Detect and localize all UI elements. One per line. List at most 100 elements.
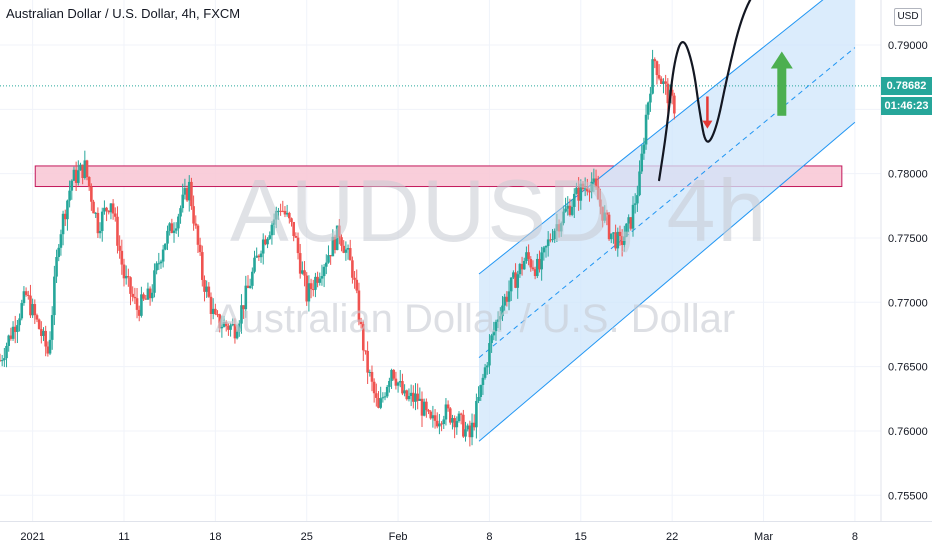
candle-body — [499, 316, 502, 320]
candle-body — [201, 252, 204, 280]
candle-body — [631, 204, 635, 229]
candle-body — [440, 423, 443, 425]
candle-body — [205, 286, 208, 292]
time-tick-label: 15 — [575, 531, 587, 543]
price-tick-label: 0.77500 — [888, 233, 928, 245]
candle-body — [157, 263, 161, 265]
candle-body — [327, 255, 330, 263]
candle-body — [59, 234, 63, 248]
time-tick-label: 2021 — [20, 531, 44, 543]
candle-body — [274, 210, 278, 220]
candle-body — [636, 195, 639, 204]
time-axis[interactable]: 2021 11 18 25 Feb 8 15 22 Mar 8 — [20, 531, 858, 543]
price-tick-label: 0.77000 — [888, 297, 928, 309]
candle-body — [231, 324, 235, 326]
candle-body — [377, 397, 380, 408]
candle-body — [155, 263, 158, 271]
candle-body — [83, 160, 87, 178]
candle-body — [268, 235, 272, 239]
candle-body — [355, 279, 359, 291]
candle-body — [227, 325, 230, 330]
candle-body — [507, 291, 511, 302]
candle-body — [107, 210, 111, 213]
candle-body — [468, 425, 472, 438]
candle-body — [50, 315, 54, 340]
candle-body — [318, 278, 322, 283]
candle-body — [133, 296, 137, 299]
candle-body — [429, 411, 433, 419]
candle-body — [642, 144, 646, 154]
candle-body — [477, 396, 480, 401]
candle-body — [422, 401, 426, 416]
symbol-watermark: AUDUSD, 4h — [230, 161, 769, 260]
candle-body — [96, 212, 100, 234]
candle-body — [42, 330, 45, 336]
channel-lower-line — [478, 121, 856, 442]
candle-body — [496, 319, 500, 322]
candle-body — [137, 309, 141, 316]
candle-body — [237, 323, 241, 332]
candle-body — [187, 181, 191, 201]
candle-body — [314, 276, 317, 290]
candle-body — [13, 326, 17, 332]
candle-body — [392, 369, 396, 379]
candle-body — [203, 279, 206, 292]
candle-body — [536, 258, 539, 277]
candle-body — [448, 408, 452, 423]
candle-body — [357, 290, 361, 322]
candle-body — [11, 326, 15, 339]
candle-body — [55, 257, 58, 277]
candle-body — [277, 210, 280, 212]
candle-body — [383, 396, 387, 398]
candle-body — [261, 239, 265, 254]
candle-body — [216, 314, 219, 316]
candle-body — [44, 330, 47, 347]
candle-body — [490, 335, 493, 344]
candle-body — [540, 252, 543, 270]
candle-body — [464, 429, 467, 437]
candle-body — [651, 59, 654, 94]
candle-body — [657, 75, 661, 79]
candle-body — [246, 285, 250, 289]
candle-body — [0, 360, 2, 362]
candle-body — [61, 213, 65, 235]
candle-body — [655, 61, 659, 76]
candle-body — [94, 212, 98, 214]
candle-body — [118, 245, 121, 251]
candle-body — [150, 292, 154, 299]
candlestick-series — [0, 49, 676, 447]
candle-body — [29, 295, 32, 316]
candle-body — [353, 277, 356, 280]
candle-body — [53, 276, 56, 316]
candle-body — [623, 236, 626, 245]
candle-body — [3, 358, 6, 361]
candle-body — [516, 274, 520, 288]
candle-body — [407, 395, 411, 400]
candle-body — [324, 262, 328, 267]
candle-body — [627, 217, 630, 224]
candle-body — [394, 378, 398, 386]
candle-body — [409, 392, 413, 396]
projection-curve — [658, 0, 752, 182]
candle-body — [546, 239, 550, 246]
price-axis[interactable]: 0.795000.790000.785000.780000.775000.770… — [888, 0, 928, 502]
candle-body — [222, 322, 226, 327]
candle-body — [288, 212, 291, 219]
currency-badge[interactable]: USD — [894, 8, 922, 26]
candle-body — [594, 178, 598, 188]
candle-body — [209, 296, 213, 314]
candle-body — [66, 200, 69, 220]
down-arrow-head — [702, 120, 713, 129]
candle-body — [629, 217, 633, 229]
candle-body — [518, 264, 522, 275]
symbol-title[interactable]: Australian Dollar / U.S. Dollar, 4h, FXC… — [6, 6, 241, 21]
candle-body — [618, 231, 622, 237]
candle-body — [240, 305, 243, 324]
time-tick-label: 25 — [301, 531, 313, 543]
candle-body — [514, 272, 517, 288]
candle-body — [322, 266, 326, 277]
candle-body — [292, 221, 295, 237]
candle-body — [670, 89, 674, 96]
candle-body — [505, 296, 509, 302]
